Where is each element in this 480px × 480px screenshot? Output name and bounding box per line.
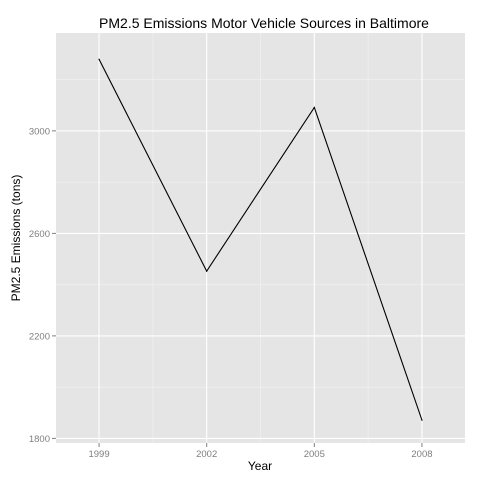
x-axis-ticks: 1999 2002 2005 2008: [88, 443, 432, 460]
data-point: [314, 107, 315, 108]
data-point: [206, 271, 207, 272]
x-tick-label: 2005: [304, 449, 325, 460]
x-tick-label: 2008: [411, 449, 432, 460]
y-tick-label: 2200: [29, 331, 50, 342]
x-tick-label: 1999: [88, 449, 109, 460]
x-axis-label: Year: [248, 459, 272, 473]
y-tick-label: 2600: [29, 229, 50, 240]
y-axis-label: PM2.5 Emissions (tons): [9, 175, 23, 302]
y-tick-label: 1800: [29, 434, 50, 445]
y-tick-label: 3000: [29, 126, 50, 137]
y-axis-ticks: 1800 2200 2600 3000: [29, 126, 56, 445]
data-point: [421, 420, 422, 421]
chart-title: PM2.5 Emissions Motor Vehicle Sources in…: [99, 15, 429, 31]
x-tick-label: 2002: [196, 449, 217, 460]
data-point: [98, 59, 99, 60]
